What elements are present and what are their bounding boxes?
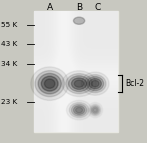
- Ellipse shape: [92, 107, 98, 114]
- Text: B: B: [76, 3, 82, 12]
- Text: C: C: [94, 3, 100, 12]
- Ellipse shape: [91, 80, 99, 87]
- Ellipse shape: [74, 106, 85, 114]
- Ellipse shape: [81, 72, 109, 95]
- Ellipse shape: [44, 79, 55, 88]
- Ellipse shape: [74, 80, 84, 87]
- Text: 34 K: 34 K: [1, 61, 18, 67]
- Ellipse shape: [89, 104, 101, 116]
- Ellipse shape: [74, 17, 85, 24]
- Ellipse shape: [84, 75, 106, 93]
- Text: A: A: [47, 3, 53, 12]
- Ellipse shape: [35, 71, 64, 97]
- Ellipse shape: [31, 67, 69, 100]
- Text: Bcl-2: Bcl-2: [125, 79, 144, 88]
- Ellipse shape: [71, 78, 87, 89]
- Ellipse shape: [93, 108, 97, 112]
- Ellipse shape: [69, 76, 90, 92]
- Text: 55 K: 55 K: [1, 22, 18, 28]
- Ellipse shape: [91, 105, 100, 115]
- Ellipse shape: [66, 100, 92, 120]
- Ellipse shape: [76, 107, 83, 113]
- Ellipse shape: [89, 79, 101, 89]
- Bar: [34, 11, 118, 132]
- Text: 23 K: 23 K: [1, 99, 18, 105]
- Ellipse shape: [38, 74, 61, 94]
- Ellipse shape: [71, 104, 87, 116]
- Ellipse shape: [87, 77, 104, 91]
- Text: 43 K: 43 K: [1, 41, 18, 47]
- Ellipse shape: [69, 103, 89, 118]
- Ellipse shape: [62, 71, 96, 97]
- Ellipse shape: [41, 76, 58, 91]
- Ellipse shape: [66, 74, 92, 94]
